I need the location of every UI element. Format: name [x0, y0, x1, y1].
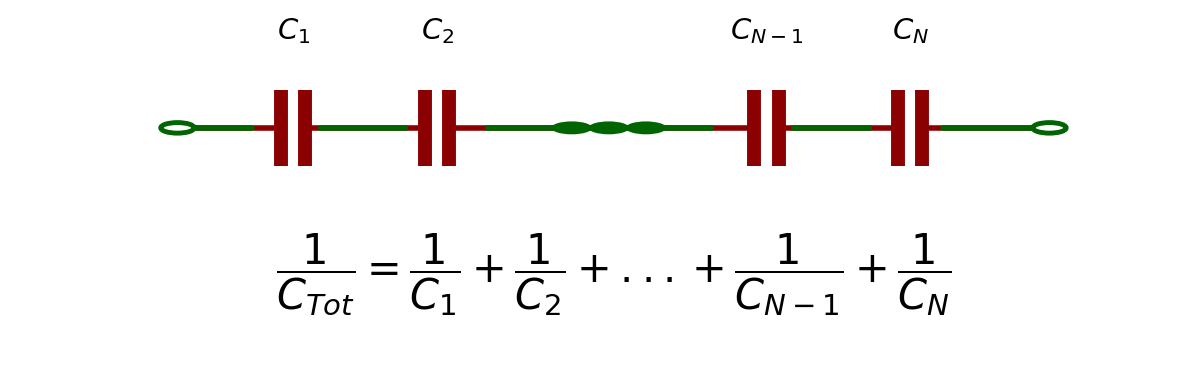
- Text: $C_{N-1}$: $C_{N-1}$: [730, 16, 803, 46]
- Circle shape: [160, 123, 194, 133]
- Text: $C_{1}$: $C_{1}$: [277, 16, 310, 46]
- Text: $C_{2}$: $C_{2}$: [420, 16, 454, 46]
- Circle shape: [1033, 123, 1067, 133]
- Text: $\dfrac{1}{C_{Tot}} = \dfrac{1}{C_1} + \dfrac{1}{C_2}+ ... + \dfrac{1}{C_{N-1}} : $\dfrac{1}{C_{Tot}} = \dfrac{1}{C_1} + \…: [275, 231, 952, 318]
- Text: $C_N$: $C_N$: [892, 16, 929, 46]
- Circle shape: [589, 122, 630, 134]
- Circle shape: [626, 122, 667, 134]
- Circle shape: [552, 122, 593, 134]
